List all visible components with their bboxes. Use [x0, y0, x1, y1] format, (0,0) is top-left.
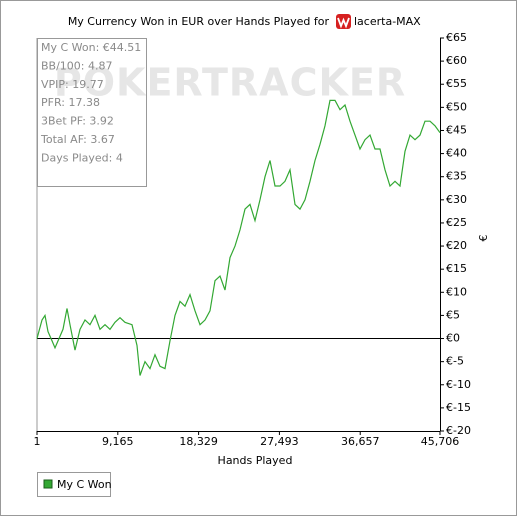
- x-tick-label: 45,706: [421, 435, 460, 448]
- y-axis-title: €: [477, 235, 490, 242]
- y-tick-label: €30: [446, 193, 467, 206]
- x-tick-label: 36,657: [341, 435, 380, 448]
- y-tick-label: €0: [446, 332, 460, 345]
- legend-swatch: [43, 479, 53, 489]
- y-tick-label: €45: [446, 123, 467, 136]
- y-tick-label: €20: [446, 239, 467, 252]
- stat-text: Days Played: 4: [41, 151, 123, 164]
- x-tick-label: 1: [34, 435, 41, 448]
- stat-text: PFR: 17.38: [41, 96, 100, 109]
- y-tick-label: €10: [446, 285, 467, 298]
- x-tick-label: 27,493: [260, 435, 299, 448]
- y-tick-label: €25: [446, 216, 467, 229]
- y-tick-label: €15: [446, 262, 467, 275]
- y-tick-label: €60: [446, 54, 467, 67]
- stat-text: My C Won: €44.51: [41, 41, 141, 54]
- y-tick-label: €-10: [446, 378, 471, 391]
- y-tick-label: €-5: [446, 355, 464, 368]
- y-tick-label: €35: [446, 170, 467, 183]
- y-tick-label: €55: [446, 77, 467, 90]
- watermark: POKERTRACKER: [54, 61, 406, 105]
- chart-title: My Currency Won in EUR over Hands Played…: [68, 15, 330, 28]
- y-tick-label: €65: [446, 31, 467, 44]
- y-tick-label: €50: [446, 100, 467, 113]
- y-tick-label: €40: [446, 147, 467, 160]
- player-name: lacerta-MAX: [354, 15, 421, 28]
- x-axis-title: Hands Played: [218, 454, 293, 467]
- stat-text: VPIP: 19.77: [41, 78, 104, 91]
- stat-text: Total AF: 3.67: [40, 133, 115, 146]
- x-tick-label: 9,165: [102, 435, 134, 448]
- player-icon: [336, 14, 351, 29]
- data-line: [36, 99, 441, 376]
- stat-text: 3Bet PF: 3.92: [41, 115, 114, 128]
- y-tick-label: €5: [446, 308, 460, 321]
- x-tick-label: 18,329: [179, 435, 218, 448]
- legend-label: My C Won: [57, 478, 112, 491]
- y-tick-label: €-15: [446, 401, 471, 414]
- y-tick-label: €-20: [446, 424, 471, 437]
- stat-text: BB/100: 4.87: [41, 59, 113, 72]
